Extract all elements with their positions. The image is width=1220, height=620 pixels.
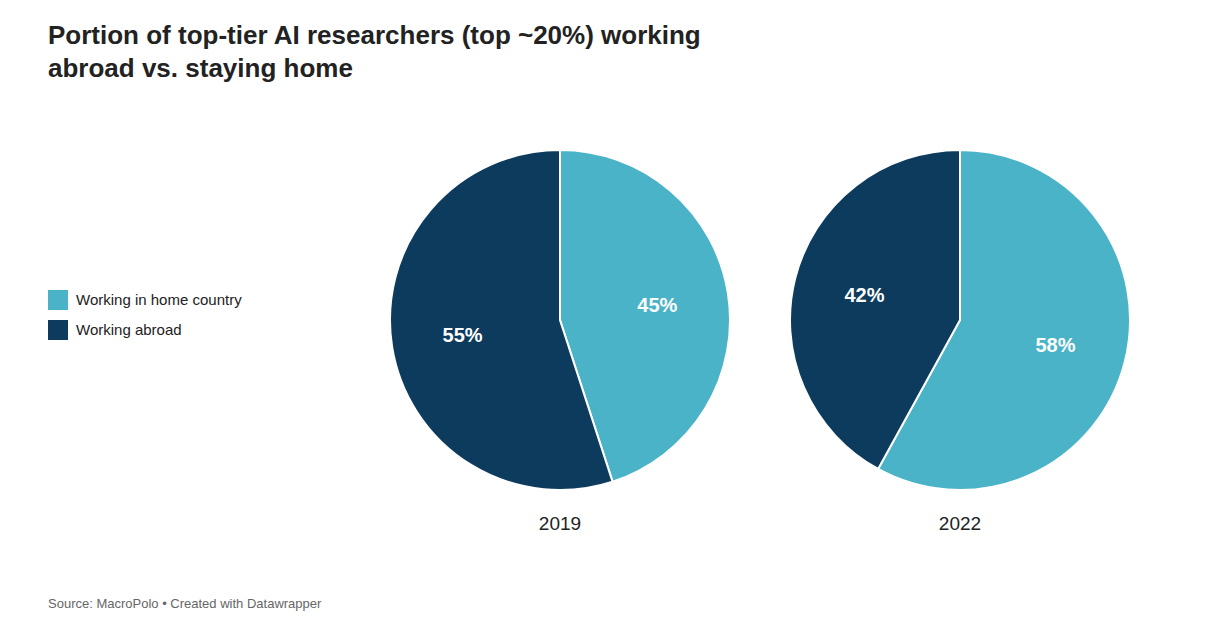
pie-slice bbox=[390, 150, 613, 490]
pie-slice bbox=[790, 150, 960, 469]
data-label: 42% bbox=[844, 284, 884, 306]
chart-title-line: Portion of top-tier AI researchers (top … bbox=[48, 20, 701, 50]
legend-label: Working abroad bbox=[76, 321, 182, 338]
legend-swatch bbox=[48, 290, 68, 310]
legend-item: Working abroad bbox=[48, 320, 182, 340]
chart-root: Portion of top-tier AI researchers (top … bbox=[0, 0, 1220, 620]
pie-year: 2022 bbox=[939, 513, 981, 534]
pie: 45% 55% bbox=[390, 150, 730, 490]
legend: Working in home country Working abroad bbox=[48, 290, 242, 340]
pie: 58% 42% bbox=[790, 150, 1130, 490]
legend-item: Working in home country bbox=[48, 290, 242, 310]
legend-swatch bbox=[48, 320, 68, 340]
chart-title-line: abroad vs. staying home bbox=[48, 53, 353, 83]
legend-label: Working in home country bbox=[76, 291, 242, 308]
data-label: 45% bbox=[637, 294, 677, 316]
data-label: 55% bbox=[443, 324, 483, 346]
data-label: 58% bbox=[1035, 334, 1075, 356]
pie-year: 2019 bbox=[539, 513, 581, 534]
chart-title: Portion of top-tier AI researchers (top … bbox=[48, 20, 701, 83]
annotation: Source: MacroPolo • Created with Datawra… bbox=[48, 596, 322, 611]
